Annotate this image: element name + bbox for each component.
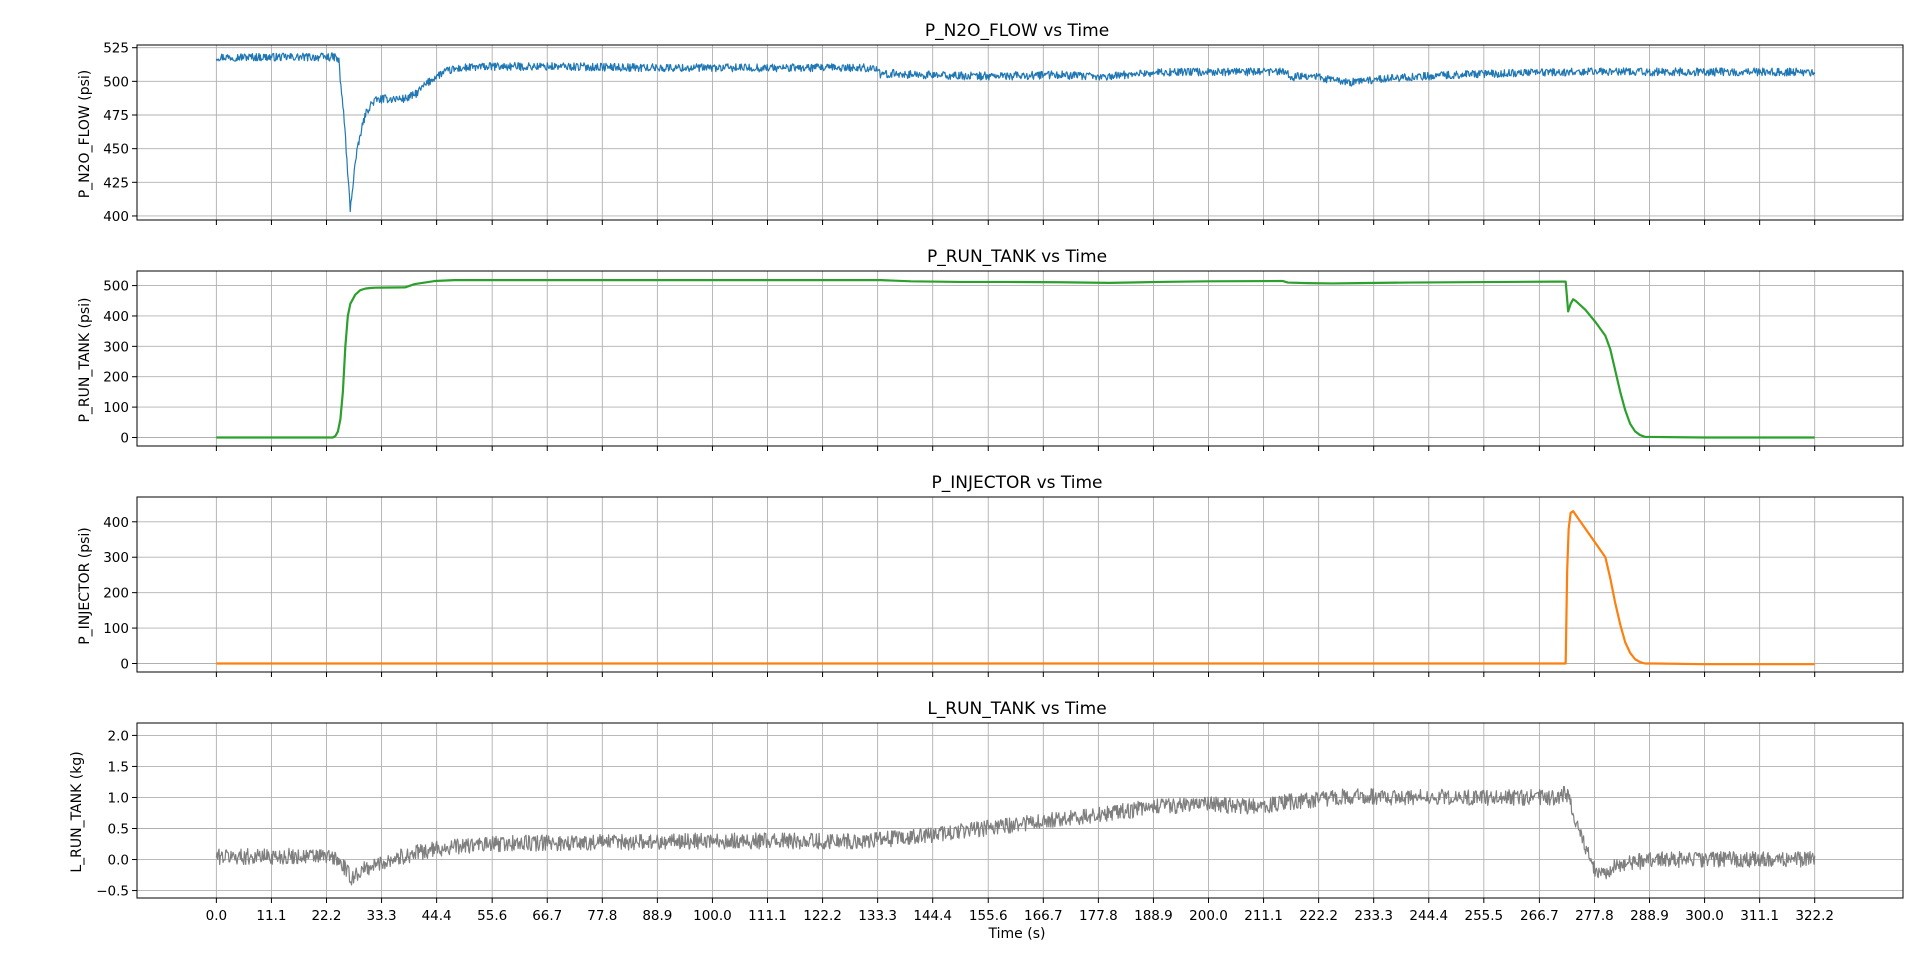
grid-lines	[137, 497, 1903, 672]
x-tick-label: 66.7	[532, 908, 562, 924]
data-series	[215, 52, 1816, 213]
y-axis-ticks: 0 100 200 300 400	[103, 515, 137, 672]
x-axis-ticks	[215, 446, 1816, 451]
subplot-p-n2o-flow: P_N2O_FLOW vs Time P_N2O_FLOW (psi) 4004…	[77, 21, 1904, 225]
x-tick-label: 233.3	[1354, 908, 1393, 924]
y-tick-label: 475	[103, 108, 129, 124]
y-tick-label: 100	[103, 400, 129, 416]
series-line	[216, 279, 1815, 439]
grid-lines	[137, 723, 1903, 898]
y-tick-label: 525	[103, 41, 129, 57]
y-axis-ticks: −0.5 0.0 0.5 1.0 1.5 2.0	[96, 728, 137, 900]
x-tick-label: 255.5	[1464, 908, 1503, 924]
x-tick-label: 55.6	[477, 908, 507, 924]
x-tick-label: 100.0	[693, 908, 732, 924]
y-tick-label: 500	[103, 74, 129, 90]
plot-frame	[136, 722, 1904, 899]
x-tick-label: 300.0	[1685, 908, 1724, 924]
y-tick-label: 0.0	[108, 853, 129, 869]
x-tick-label: 222.2	[1299, 908, 1338, 924]
x-tick-label: 155.6	[969, 908, 1008, 924]
subplot-p-run-tank: P_RUN_TANK vs Time P_RUN_TANK (psi) 0 100…	[77, 247, 1904, 451]
y-axis-label: P_N2O_FLOW (psi)	[77, 70, 93, 199]
grid-lines	[137, 271, 1903, 446]
y-tick-label: 0.5	[108, 821, 129, 837]
y-axis-ticks: 0 100 200 300 400 500	[103, 279, 137, 446]
y-tick-label: 500	[103, 279, 129, 295]
x-tick-label: 177.8	[1079, 908, 1118, 924]
series-line	[215, 52, 1816, 213]
x-tick-label: 111.1	[748, 908, 787, 924]
y-tick-label: 425	[103, 175, 129, 191]
x-tick-label: 11.1	[256, 908, 286, 924]
x-tick-label: 0.0	[206, 908, 227, 924]
x-axis-ticks	[215, 220, 1816, 225]
y-tick-label: 300	[103, 339, 129, 355]
x-tick-label: 44.4	[422, 908, 452, 924]
subplot-title: P_INJECTOR vs Time	[931, 473, 1102, 493]
data-series	[216, 279, 1815, 439]
y-tick-label: 0	[120, 656, 129, 672]
x-tick-label: 77.8	[587, 908, 617, 924]
subplot-l-run-tank: L_RUN_TANK vs Time L_RUN_TANK (kg) −0.5 0…	[69, 699, 1904, 924]
y-tick-label: 400	[103, 209, 129, 225]
y-tick-label: 200	[103, 370, 129, 386]
subplot-title: L_RUN_TANK vs Time	[927, 699, 1106, 719]
series-line	[216, 510, 1815, 666]
y-tick-label: 2.0	[108, 728, 129, 744]
x-tick-label: 244.4	[1409, 908, 1448, 924]
subplot-title: P_RUN_TANK vs Time	[927, 247, 1107, 267]
plot-frame	[136, 270, 1904, 447]
x-axis-ticks: 0.0 11.1 22.2 33.3 44.4 55.6 66.7 77.8 88.9 100.0…	[206, 898, 1834, 924]
y-tick-label: 0	[120, 430, 129, 446]
y-tick-label: 1.5	[108, 759, 129, 775]
y-tick-label: 1.0	[108, 790, 129, 806]
x-tick-label: 188.9	[1134, 908, 1173, 924]
y-axis-label: P_RUN_TANK (psi)	[77, 297, 93, 422]
y-axis-ticks: 400 425 450 475 500 525	[103, 41, 137, 225]
x-tick-label: 22.2	[311, 908, 341, 924]
y-axis-label: P_INJECTOR (psi)	[77, 527, 93, 645]
data-series	[215, 785, 1816, 886]
series-line	[215, 785, 1816, 886]
data-series	[216, 510, 1815, 666]
x-tick-label: 166.7	[1024, 908, 1063, 924]
x-tick-label: 33.3	[367, 908, 397, 924]
x-tick-label: 133.3	[858, 908, 897, 924]
x-tick-label: 311.1	[1740, 908, 1779, 924]
y-tick-label: 450	[103, 142, 129, 158]
x-tick-label: 200.0	[1189, 908, 1228, 924]
y-tick-label: 200	[103, 586, 129, 602]
x-axis-label: Time (s)	[988, 926, 1046, 942]
x-tick-label: 277.8	[1575, 908, 1614, 924]
y-tick-label: 400	[103, 515, 129, 531]
grid-lines	[137, 45, 1903, 220]
y-tick-label: 100	[103, 621, 129, 637]
x-tick-label: 266.7	[1520, 908, 1559, 924]
x-tick-label: 144.4	[913, 908, 952, 924]
plot-frame	[136, 44, 1904, 221]
x-tick-label: 211.1	[1244, 908, 1283, 924]
y-tick-label: −0.5	[96, 884, 129, 900]
y-tick-label: 400	[103, 309, 129, 325]
y-axis-label: L_RUN_TANK (kg)	[69, 751, 85, 872]
x-axis-ticks	[215, 672, 1816, 677]
subplot-p-injector: P_INJECTOR vs Time P_INJECTOR (psi) 0 100…	[77, 473, 1904, 677]
x-tick-label: 322.2	[1795, 908, 1834, 924]
subplot-title: P_N2O_FLOW vs Time	[925, 21, 1109, 41]
x-tick-label: 122.2	[803, 908, 842, 924]
y-tick-label: 300	[103, 550, 129, 566]
plot-frame	[136, 496, 1904, 673]
x-tick-label: 288.9	[1630, 908, 1669, 924]
x-tick-label: 88.9	[642, 908, 672, 924]
